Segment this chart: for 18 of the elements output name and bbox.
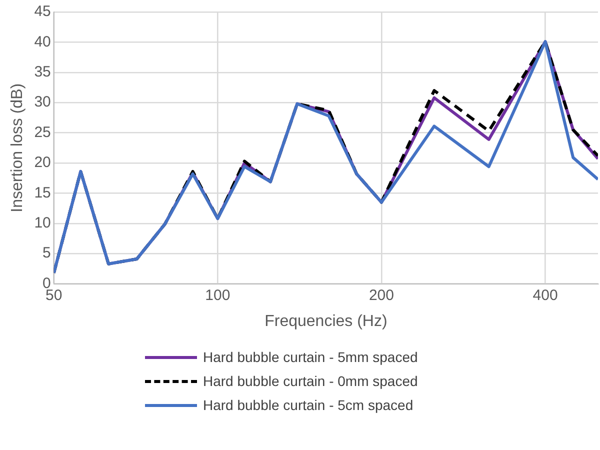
x-tick-label: 100 bbox=[205, 286, 230, 304]
legend-label: Hard bubble curtain - 5mm spaced bbox=[203, 349, 418, 365]
y-axis-title: Insertion loss (dB) bbox=[9, 83, 26, 212]
y-tick-label: 25 bbox=[34, 124, 51, 141]
legend-label: Hard bubble curtain - 0mm spaced bbox=[203, 373, 418, 389]
x-tick-label: 50 bbox=[46, 286, 62, 304]
y-tick-label: 40 bbox=[34, 33, 51, 50]
x-tick-label: 200 bbox=[368, 286, 394, 304]
x-tick-label: 400 bbox=[532, 286, 558, 304]
y-tick-label: 5 bbox=[42, 244, 51, 262]
y-tick-label: 15 bbox=[34, 184, 51, 202]
x-axis-title: Frequencies (Hz) bbox=[264, 312, 388, 330]
y-tick-label: 35 bbox=[34, 64, 51, 81]
legend-label: Hard bubble curtain - 5cm spaced bbox=[203, 397, 414, 413]
y-tick-label: 30 bbox=[34, 94, 51, 111]
y-tick-label: 20 bbox=[34, 154, 51, 172]
y-tick-label: 10 bbox=[34, 214, 51, 232]
y-tick-label: 45 bbox=[34, 3, 51, 20]
